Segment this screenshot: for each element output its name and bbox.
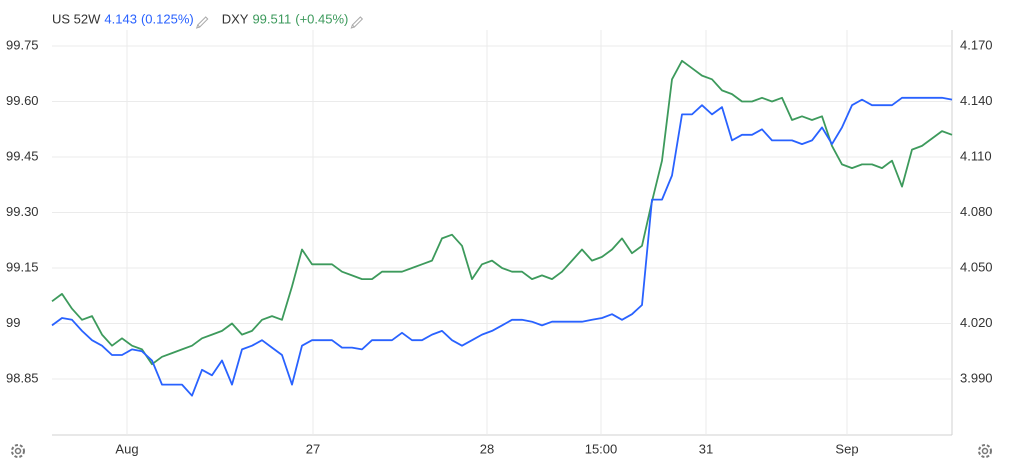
y2-tick-label: 4.020 (960, 315, 993, 330)
x-tick-label: 15:00 (585, 441, 618, 456)
y-tick-label: 99.60 (6, 93, 39, 108)
settings-icon[interactable] (978, 444, 992, 458)
legend-value: 4.143 (104, 11, 137, 26)
gear-ring (978, 444, 992, 458)
y-tick-label: 99.30 (6, 204, 39, 219)
legend-change: (+0.45%) (295, 11, 348, 26)
y-tick-label: 98.85 (6, 370, 39, 385)
legend-name: DXY (222, 11, 249, 26)
legend: US 52W 4.143 (0.125%) DXY 99.511 (+0.45%) (52, 11, 364, 29)
y2-tick-label: 4.140 (960, 93, 993, 108)
x-tick-label: Sep (835, 441, 858, 456)
series-line (51, 96, 953, 397)
y2-tick-label: 4.080 (960, 204, 993, 219)
x-tick-label: 28 (480, 441, 494, 456)
y2-tick-label: 4.110 (960, 148, 992, 163)
x-tick-label: 27 (306, 441, 320, 456)
settings-icon[interactable] (11, 444, 25, 458)
pencil (350, 16, 364, 29)
y2-tick-label: 3.990 (960, 370, 993, 385)
gear-hub (14, 447, 22, 455)
y-tick-label: 99.45 (6, 148, 39, 163)
legend-value: 99.511 (252, 11, 291, 26)
x-tick-label: 31 (699, 441, 713, 456)
y-tick-label: 99.15 (6, 259, 39, 274)
series-line (51, 59, 953, 366)
legend-name: US 52W (52, 11, 101, 26)
y2-tick-label: 4.170 (960, 37, 993, 52)
x-tick-label: Aug (115, 441, 138, 456)
edit-icon[interactable] (195, 16, 209, 29)
gear-hub (981, 447, 989, 455)
gear-ring (11, 444, 25, 458)
legend-change: (0.125%) (141, 11, 194, 26)
edit-icon[interactable] (350, 16, 364, 29)
pencil (195, 16, 209, 29)
y-tick-label: 99.75 (6, 37, 39, 52)
y2-tick-label: 4.050 (960, 259, 993, 274)
y-tick-label: 99 (6, 315, 20, 330)
